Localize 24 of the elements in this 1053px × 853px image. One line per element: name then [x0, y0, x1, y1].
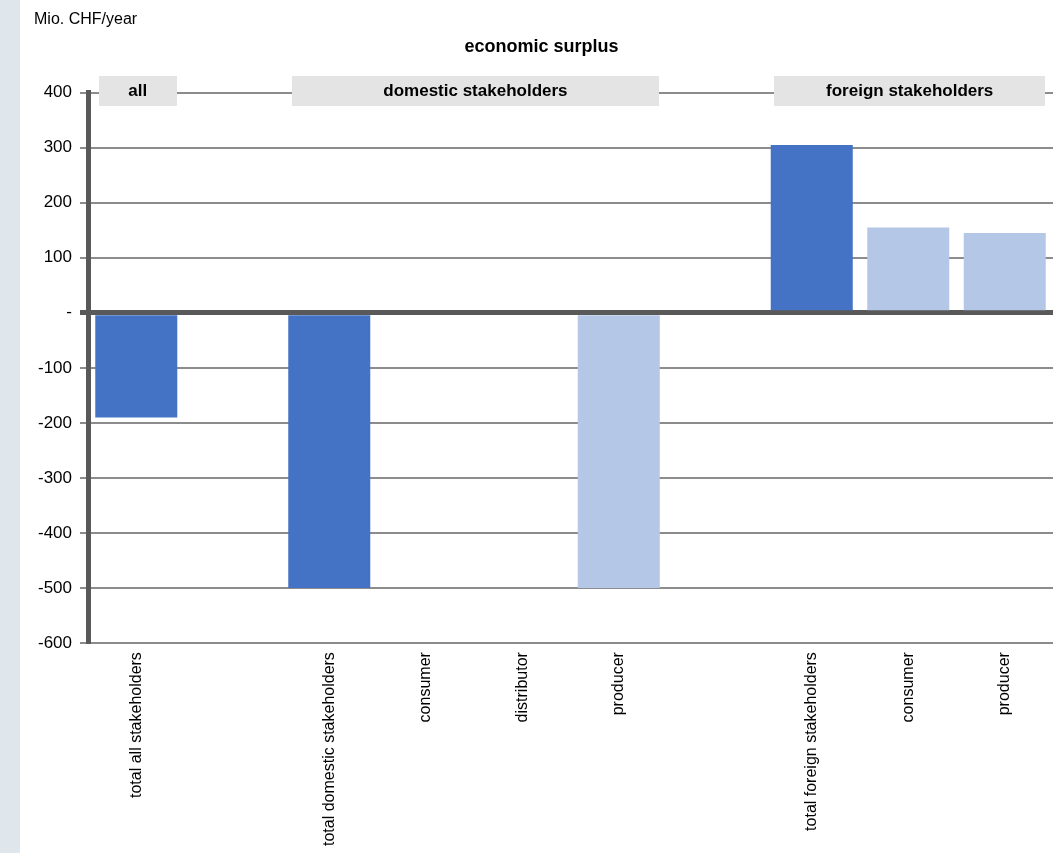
y-tick-label: -200: [37, 412, 73, 432]
y-tick-label: -100: [37, 357, 73, 377]
y-tick-label: 400: [43, 82, 73, 102]
y-tick-label: 300: [43, 137, 73, 157]
y-tick-label: -: [66, 302, 73, 322]
group-heading: foreign stakeholders: [774, 75, 1046, 106]
x-tick-label: total domestic stakeholders: [319, 652, 337, 846]
x-tick-label: consumer: [898, 651, 916, 723]
group-heading: all: [98, 75, 177, 106]
x-tick-label: consumer: [416, 651, 434, 723]
y-tick-label: -400: [37, 522, 73, 542]
y-tick-label: -600: [37, 632, 73, 652]
x-tick-label: total foreign stakeholders: [802, 652, 820, 831]
y-tick-label: 200: [43, 192, 73, 212]
chart-title: economic surplus: [464, 35, 619, 56]
x-tick-label: total all stakeholders: [126, 652, 144, 798]
x-tick-label: producer: [609, 651, 627, 716]
group-heading: domestic stakeholders: [291, 75, 660, 106]
y-tick-label: -500: [37, 577, 73, 597]
x-tick-label: distributor: [512, 651, 530, 723]
x-tick-label: producer: [995, 651, 1013, 716]
y-axis-title: Mio. CHF/year: [34, 10, 138, 28]
y-tick-label: 100: [43, 247, 73, 267]
y-tick-label: -300: [37, 467, 73, 487]
